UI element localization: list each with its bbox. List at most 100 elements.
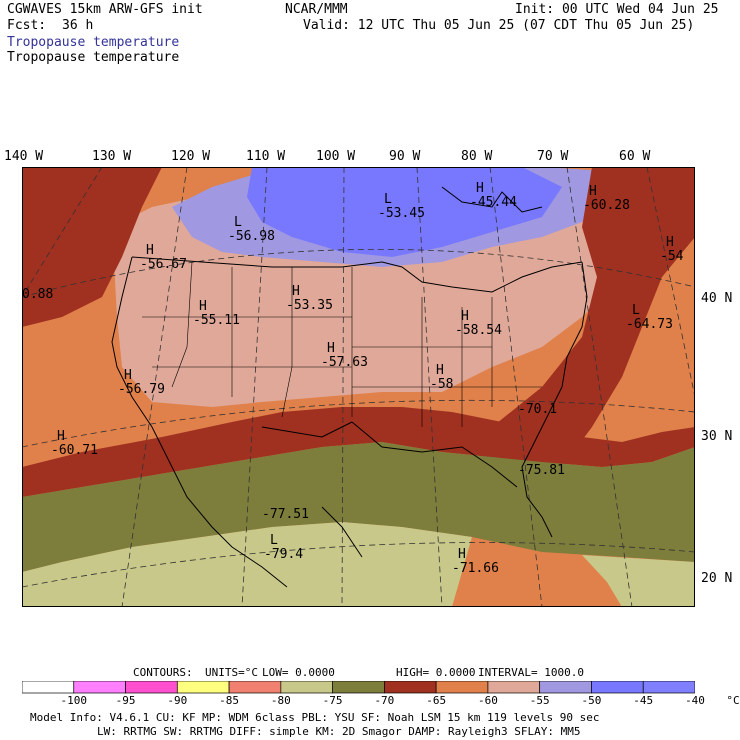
high-marker: H [327,341,335,356]
colorbar-swatch [73,681,126,694]
colorbar-label: -60 [477,694,498,707]
contours-units: UNITS=°C [205,666,258,679]
extremum-value: 0.88 [22,287,54,302]
lon-label: 130 W [92,149,132,164]
high-marker: H [436,363,444,378]
lon-label: 80 W [461,149,493,164]
high-marker: H [199,299,207,314]
field-band-45 [247,167,562,257]
colorbar-swatch [384,681,437,694]
contours-low: LOW= 0.0000 [262,666,335,679]
high-marker: H [476,181,484,196]
contours-high: HIGH= 0.0000 [396,666,476,679]
colorbar-label: -75 [322,694,343,707]
high-marker: H [146,243,154,258]
field-band-65-south [22,407,695,497]
field-band-65-west [22,167,162,327]
extremum-value: -58 [430,377,454,392]
low-marker: L [234,215,242,230]
colorbar-label: -100 [60,694,88,707]
extremum-value: -56.67 [140,257,187,272]
extremum-value: -45.44 [470,195,517,210]
lat-label: 40 N [701,291,733,306]
colorbar-swatch [591,681,644,694]
colorbar-label: -70 [374,694,395,707]
extremum-value: -75.81 [518,463,565,478]
colorbar-swatch [228,681,282,694]
field-band-70 [22,442,695,572]
high-marker: H [461,309,469,324]
field-title: Tropopause temperature [7,50,180,65]
lon-label: 120 W [171,149,211,164]
extremum-value: -64.73 [626,317,673,332]
colorbar-swatch [435,681,489,694]
lon-label: 90 W [389,149,421,164]
extremum-value: -56.98 [228,229,275,244]
lat-label: 20 N [701,571,733,586]
model-title: CGWAVES 15km ARW-GFS init [7,2,203,17]
tropopause-temperature-map [22,167,695,607]
colorbar [22,681,695,694]
extremum-value: -56.79 [118,382,165,397]
colorbar-label: °C [726,694,740,707]
valid-time: Valid: 12 UTC Thu 05 Jun 25 (07 CDT Thu … [303,18,695,33]
extremum-value: -58.54 [455,323,502,338]
colorbar-swatch [22,681,75,694]
colorbar-label: -80 [270,694,291,707]
forecast-hour: 36 h [62,18,94,33]
contours-label: CONTOURS: [133,666,193,679]
field-title-colored: Tropopause temperature [7,35,180,50]
org-label: NCAR/MMM [285,2,348,17]
low-marker: L [632,303,640,318]
colorbar-swatch [642,681,695,694]
colorbar-label: -85 [219,694,239,707]
lon-label: 110 W [246,149,286,164]
colorbar-swatch [176,681,230,694]
colorbar-swatch [332,681,385,694]
colorbar-swatch [280,681,333,694]
low-marker: L [270,533,278,548]
coastline [111,186,588,588]
map-frame [22,167,695,607]
high-marker: H [292,284,300,299]
extremum-value: -53.45 [378,206,425,221]
colorbar-label: -95 [115,694,136,707]
high-marker: H [57,429,65,444]
colorbar-swatch [125,681,178,694]
init-time: Init: 00 UTC Wed 04 Jun 25 [515,2,719,17]
extremum-value: -79.4 [264,547,304,562]
extremum-value: -55.11 [193,313,240,328]
graticule [22,167,695,607]
colorbar-label: -45 [633,694,654,707]
colorbar-swatch [487,681,541,694]
state-borders [142,261,542,427]
lat-label: 30 N [701,429,733,444]
model-info: Model Info: V4.6.1 CU: KF MP: WDM 6class… [30,711,600,724]
model-physics: LW: RRTMG SW: RRTMG DIFF: simple KM: 2D … [97,725,581,738]
lon-label: 140 W [4,149,44,164]
lon-label: 100 W [316,149,356,164]
field-band-75 [22,522,472,607]
high-marker: H [458,547,466,562]
colorbar-label: -65 [426,694,447,707]
low-marker: L [384,192,392,207]
lon-label: 60 W [619,149,651,164]
extremum-value: -53.35 [286,298,333,313]
colorbar-label: -90 [167,694,188,707]
forecast-label: Fcst: [7,18,47,33]
colorbar-label: -40 [685,694,705,707]
extremum-value: -70.1 [518,402,558,417]
high-marker: H [666,235,674,250]
colorbar-label: -50 [581,694,602,707]
colorbar-label: -55 [529,694,550,707]
extremum-value: -77.51 [262,507,309,522]
field-band-65-east [462,167,695,497]
high-marker: H [589,184,597,199]
lon-label: 70 W [537,149,569,164]
extremum-value: -71.66 [452,561,499,576]
colorbar-swatch [539,681,592,694]
field-band-75-east [582,555,695,607]
extremum-value: -60.28 [583,198,630,213]
extremum-value: -54 [660,249,684,264]
high-marker: H [124,368,132,383]
